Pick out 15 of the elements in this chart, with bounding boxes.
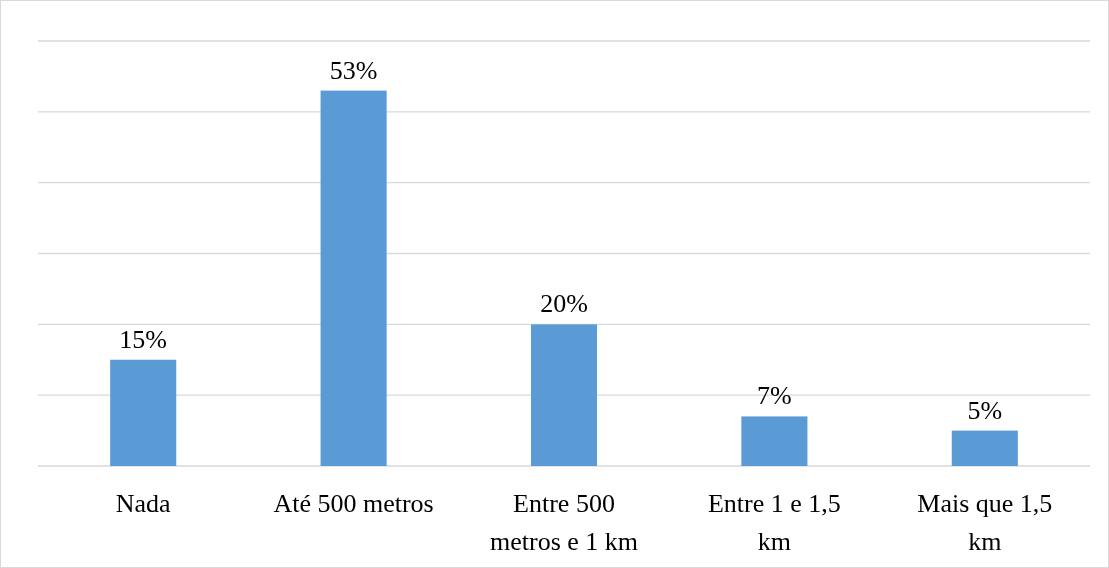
x-tick-label: Mais que 1,5 km: [917, 489, 1053, 556]
data-label: 53%: [329, 55, 378, 85]
bar: [951, 430, 1018, 466]
x-tick-label: Nada: [115, 489, 172, 518]
bar: [320, 90, 387, 466]
data-label: 15%: [119, 324, 168, 354]
bar: [530, 324, 598, 466]
x-tick-label: Entre 500 metros e 1 km: [489, 489, 639, 556]
data-label: 20%: [540, 289, 588, 319]
data-label: 5%: [967, 395, 1003, 425]
data-label: 7%: [757, 381, 792, 411]
bar: [741, 416, 808, 466]
bar: [110, 359, 177, 466]
x-tick-label: Até 500 metros: [273, 489, 434, 518]
x-tick-label: Entre 1 e 1,5 km: [707, 489, 841, 556]
